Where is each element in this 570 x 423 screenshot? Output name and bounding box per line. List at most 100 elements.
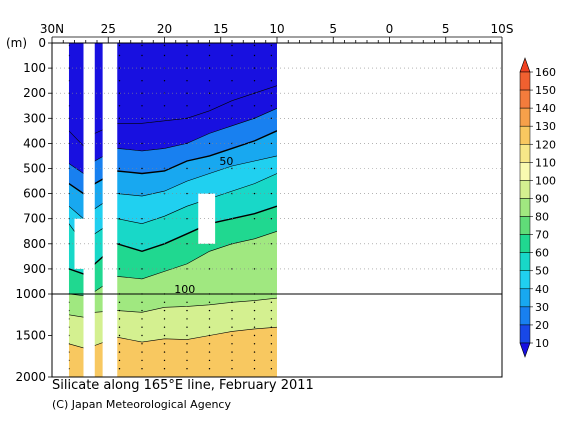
sample-point <box>253 92 256 94</box>
colorbar-swatch <box>519 71 531 91</box>
sample-point <box>141 326 143 328</box>
sample-point <box>141 301 143 303</box>
x-tick-label: 15 <box>213 22 228 36</box>
sample-point <box>231 351 233 353</box>
sample-point <box>141 334 143 337</box>
sample-point <box>253 351 256 353</box>
colorbar-swatch <box>519 270 531 290</box>
colorbar-swatch <box>519 107 531 127</box>
sample-point <box>208 105 211 107</box>
sample-point <box>253 343 256 345</box>
colorbar-swatch <box>519 252 531 271</box>
sample-point <box>118 309 121 312</box>
sample-point <box>231 326 233 328</box>
sample-point <box>231 80 233 82</box>
sample-point <box>118 44 121 47</box>
sample-point <box>163 54 166 57</box>
missing-box <box>74 218 84 269</box>
sample-point <box>208 80 211 82</box>
sample-point <box>186 334 188 337</box>
sample-point <box>118 218 121 220</box>
sample-point <box>253 54 256 57</box>
sample-point <box>186 92 188 94</box>
x-tick-label: 20 <box>157 22 172 36</box>
sample-point <box>186 309 188 312</box>
x-tick-label: 5 <box>442 22 450 36</box>
colorbar-label: 40 <box>535 283 549 296</box>
sample-point <box>186 243 188 245</box>
sample-point <box>163 343 166 345</box>
contour-label: 50 <box>219 155 233 168</box>
sample-point <box>118 318 121 320</box>
sample-point <box>118 105 121 107</box>
sample-point <box>270 318 273 320</box>
sample-point <box>270 301 273 303</box>
sample-point <box>208 117 211 120</box>
sample-point <box>270 343 273 345</box>
chart-credit: (C) Japan Meteorological Agency <box>52 398 231 411</box>
colorbar-bottom-arrow <box>519 342 531 358</box>
sample-point <box>270 80 273 82</box>
sample-point <box>253 368 256 370</box>
sample-point <box>270 105 273 107</box>
y-tick-label: 100 <box>23 61 46 75</box>
sample-point <box>186 218 188 220</box>
contour-band <box>68 231 278 318</box>
contour-band <box>68 206 278 296</box>
sample-point <box>253 309 256 312</box>
axes: 30N 25 20 15 10 5 0 5 10S10020030040050060070080… <box>6 22 513 384</box>
y-tick-label: 0 <box>38 36 46 50</box>
x-tick-label: 10 <box>269 22 284 36</box>
sample-point <box>231 44 233 47</box>
sample-point <box>141 54 143 57</box>
y-tick-label: 400 <box>23 136 46 150</box>
sample-point <box>163 80 166 82</box>
y-tick-label: 800 <box>23 237 46 251</box>
sample-point <box>163 309 166 312</box>
colorbar-label: 110 <box>535 156 556 169</box>
sample-point <box>231 359 233 362</box>
colorbar-label: 90 <box>535 192 549 205</box>
colorbar-swatch <box>519 288 531 308</box>
sample-point <box>186 44 188 47</box>
sample-point <box>141 192 143 195</box>
colorbar: 160 150 140 130 120 110 100 90 80 70 60 50 40 30 20 10 <box>519 57 556 358</box>
sample-point <box>270 368 273 370</box>
sample-point <box>253 218 256 220</box>
colorbar-label: 60 <box>535 247 549 260</box>
contour-band <box>68 43 278 146</box>
sample-point <box>231 368 233 370</box>
sample-point <box>186 359 188 362</box>
sample-point <box>118 359 121 362</box>
sample-point <box>186 67 188 69</box>
sample-point <box>270 268 273 270</box>
colorbar-top-arrow <box>519 57 531 73</box>
colorbar-label: 30 <box>535 301 549 314</box>
contour-band <box>68 130 278 219</box>
sample-point <box>163 326 166 328</box>
sample-point <box>186 192 188 195</box>
sample-point <box>186 301 188 303</box>
sample-point <box>231 105 233 107</box>
sample-point <box>231 318 233 320</box>
y-tick-label: 500 <box>23 162 46 176</box>
sample-point <box>231 334 233 337</box>
y-tick-label: 1000 <box>15 287 46 301</box>
sample-point <box>231 54 233 57</box>
sample-point <box>270 117 273 120</box>
sample-point <box>208 54 211 57</box>
sample-point <box>208 334 211 337</box>
sample-point <box>253 105 256 107</box>
sample-point <box>253 326 256 328</box>
colorbar-swatch <box>519 306 531 326</box>
sample-point <box>253 117 256 120</box>
sample-point <box>208 368 211 370</box>
sample-point <box>141 92 143 94</box>
sample-point <box>163 318 166 320</box>
colorbar-swatch <box>519 198 531 217</box>
sample-point <box>208 92 211 94</box>
sample-point <box>270 67 273 69</box>
colorbar-label: 150 <box>535 84 556 97</box>
colorbar-swatch <box>519 144 531 163</box>
